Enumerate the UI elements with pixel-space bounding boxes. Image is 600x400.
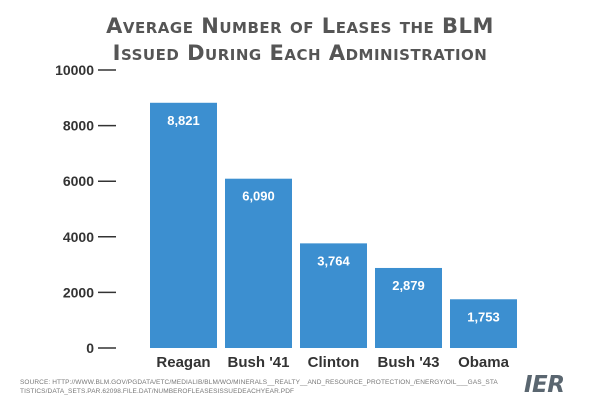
bars: 8,821 6,090 3,764 2,879 1,753	[150, 102, 517, 348]
x-tick-label: Obama	[458, 354, 510, 371]
chart-title-line-1: Average Number of Leases the BLM	[106, 14, 494, 38]
x-tick-label: Reagan	[156, 354, 210, 371]
y-axis: 0 2000 4000 6000 8000 10000	[55, 62, 116, 356]
bar-value-label: 3,764	[317, 253, 350, 268]
y-tick-label: 6000	[63, 173, 94, 189]
bar	[225, 178, 292, 348]
bar-value-label: 2,879	[392, 278, 425, 293]
bar	[375, 267, 442, 348]
chart-title-line-2: Issued During Each Administration	[112, 41, 488, 65]
x-axis-labels: Reagan Bush '41 Clinton Bush '43 Obama	[156, 354, 509, 371]
x-tick-label: Clinton	[308, 354, 360, 371]
y-tick-label: 0	[86, 340, 94, 356]
bar-value-label: 8,821	[167, 113, 200, 128]
y-tick-label: 4000	[63, 229, 94, 245]
y-tick-label: 10000	[55, 62, 94, 78]
y-tick-label: 2000	[63, 284, 94, 300]
x-tick-label: Bush '43	[378, 354, 440, 371]
source-citation[interactable]: Source: http://www.blm.gov/pgdata/etc/me…	[20, 379, 498, 395]
ier-logo: IER	[524, 372, 565, 398]
bar	[300, 243, 367, 348]
bar	[150, 102, 217, 348]
bar-value-label: 6,090	[242, 189, 275, 204]
x-tick-label: Bush '41	[228, 354, 290, 371]
bar	[450, 299, 517, 348]
bar-value-label: 1,753	[467, 309, 500, 324]
y-tick-label: 8000	[63, 118, 94, 134]
